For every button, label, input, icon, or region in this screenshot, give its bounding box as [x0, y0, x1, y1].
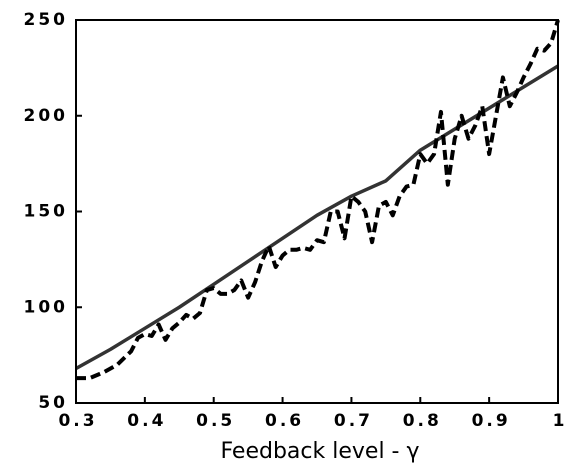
x-tick-label: 1 — [553, 411, 566, 431]
series-line — [75, 64, 559, 371]
y-tick-label: 100 — [24, 297, 69, 317]
y-tick-label: 150 — [24, 202, 69, 222]
y-tick-label: 50 — [38, 393, 68, 413]
x-tick-label: 0.3 — [58, 411, 97, 431]
x-tick-label: 0.9 — [472, 411, 511, 431]
x-tick-label: 0.4 — [127, 411, 166, 431]
y-tick-label: 250 — [24, 10, 69, 30]
x-tick-label: 0.5 — [196, 411, 235, 431]
plot-frame — [75, 19, 559, 404]
x-tick-label: 0.7 — [334, 411, 373, 431]
x-tick-label: 0.8 — [403, 411, 442, 431]
x-tick-label: 0.6 — [265, 411, 304, 431]
x-axis-label: Feedback level - γ — [220, 439, 419, 464]
y-tick-label: 200 — [24, 106, 69, 126]
